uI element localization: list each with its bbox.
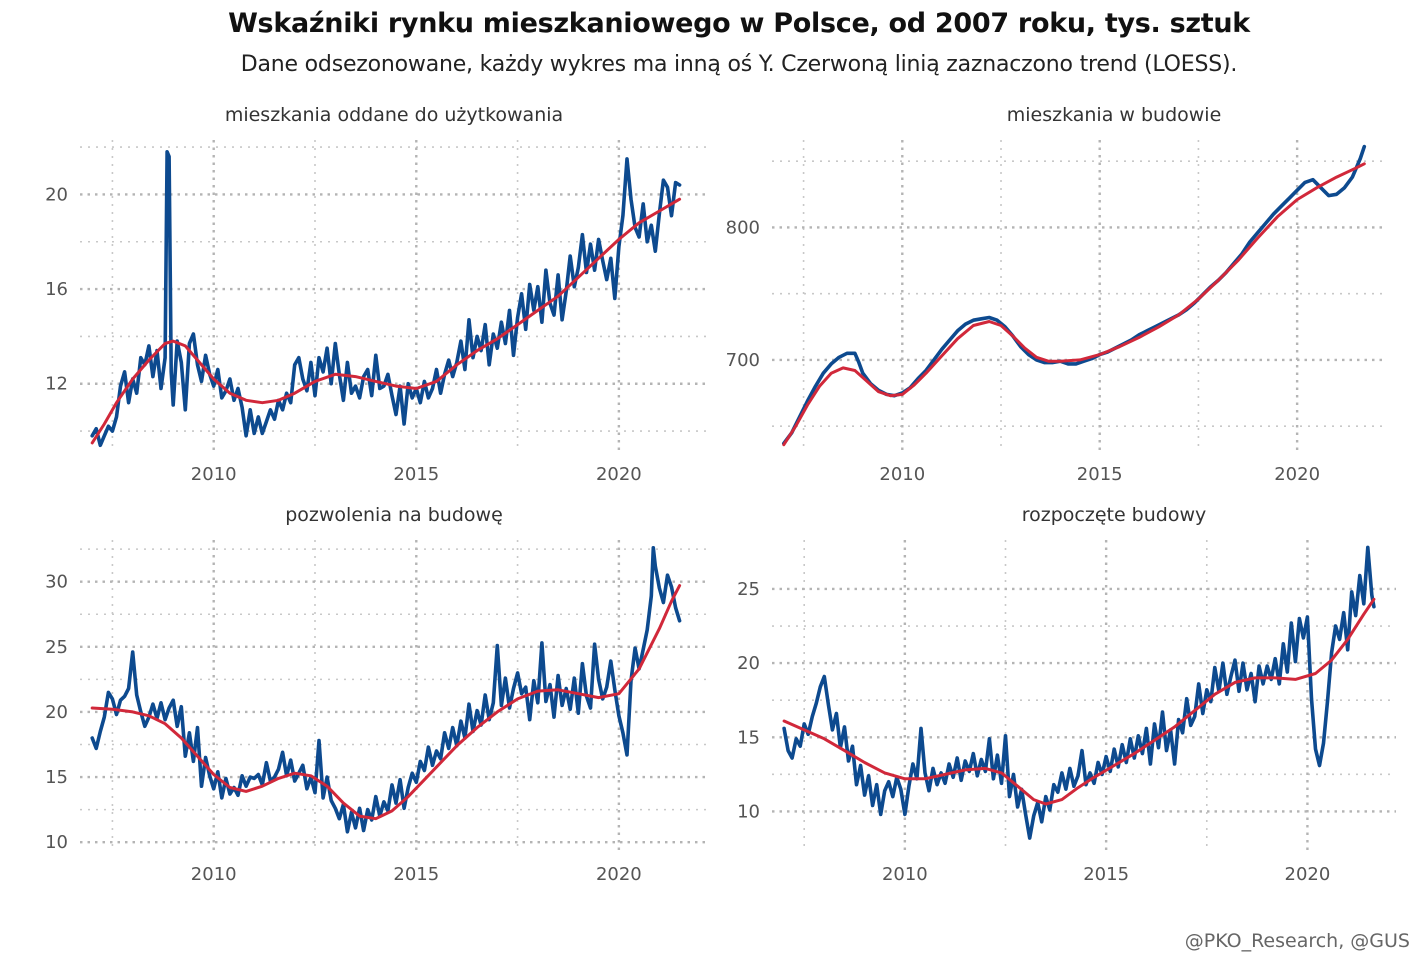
y-tick-label: 16 [45,279,68,300]
trend-line [90,197,682,445]
line-chart: 12 16 20 2010 2015 2020 [45,140,708,485]
x-tick-label: 2010 [191,864,237,885]
panel-mieszkania-w-budowie: mieszkania w budowie 700 800 2010 2015 2020 [712,104,1424,504]
panel-title: mieszkania oddane do użytkowania [224,104,564,126]
line-chart: 10 15 20 25 30 2010 2015 2020 [45,540,708,885]
x-tick-label: 2015 [393,864,439,885]
panel-rozpoczete-budowy: rozpoczęte budowy 10 15 20 25 2010 2015 2020 [712,504,1424,904]
y-tick-label: 25 [737,579,760,600]
panel-mieszkania-oddane: mieszkania oddane do użytkowania 12 16 20 2… [0,104,712,504]
y-tick-label: 15 [737,727,760,748]
y-tick-label: 10 [45,832,68,853]
x-tick-label: 2020 [596,864,642,885]
trend-line [782,162,1366,447]
panel-title: mieszkania w budowie [1006,104,1222,126]
line-chart: 10 15 20 25 2010 2015 2020 [737,540,1396,885]
y-tick-label: 20 [45,702,68,723]
y-tick-label: 20 [45,184,68,205]
source-caption: @PKO_Research, @GUS [1184,930,1410,952]
data-line [90,546,682,834]
y-tick-label: 10 [737,801,760,822]
x-tick-label: 2020 [1285,864,1331,885]
x-tick-label: 2020 [1274,464,1320,485]
y-tick-label: 20 [737,653,760,674]
data-line [782,545,1376,840]
line-chart: 700 800 2010 2015 2020 [726,140,1384,485]
x-tick-label: 2010 [879,464,925,485]
x-tick-label: 2015 [1077,464,1123,485]
x-tick-label: 2010 [191,464,237,485]
y-tick-label: 700 [726,350,760,371]
x-tick-label: 2010 [882,864,928,885]
x-tick-label: 2015 [1083,864,1129,885]
x-tick-label: 2015 [393,464,439,485]
panel-title: rozpoczęte budowy [1021,504,1207,526]
trend-line [90,584,682,821]
panel-pozwolenia-na-budowe: pozwolenia na budowę 10 15 20 25 30 2010 2015 2… [0,504,712,904]
trend-line [782,597,1376,806]
data-line [782,144,1367,446]
panel-title: pozwolenia na budowę [285,504,503,526]
x-tick-label: 2020 [596,464,642,485]
y-tick-label: 15 [45,767,68,788]
y-tick-label: 25 [45,637,68,658]
y-tick-label: 12 [45,374,68,395]
y-tick-label: 800 [726,217,760,238]
chart-subtitle: Dane odsezonowane, każdy wykres ma inną … [240,52,1238,77]
y-tick-label: 30 [45,572,68,593]
chart-title: Wskaźniki rynku mieszkaniowego w Polsce,… [228,8,1250,39]
data-line [90,150,682,448]
